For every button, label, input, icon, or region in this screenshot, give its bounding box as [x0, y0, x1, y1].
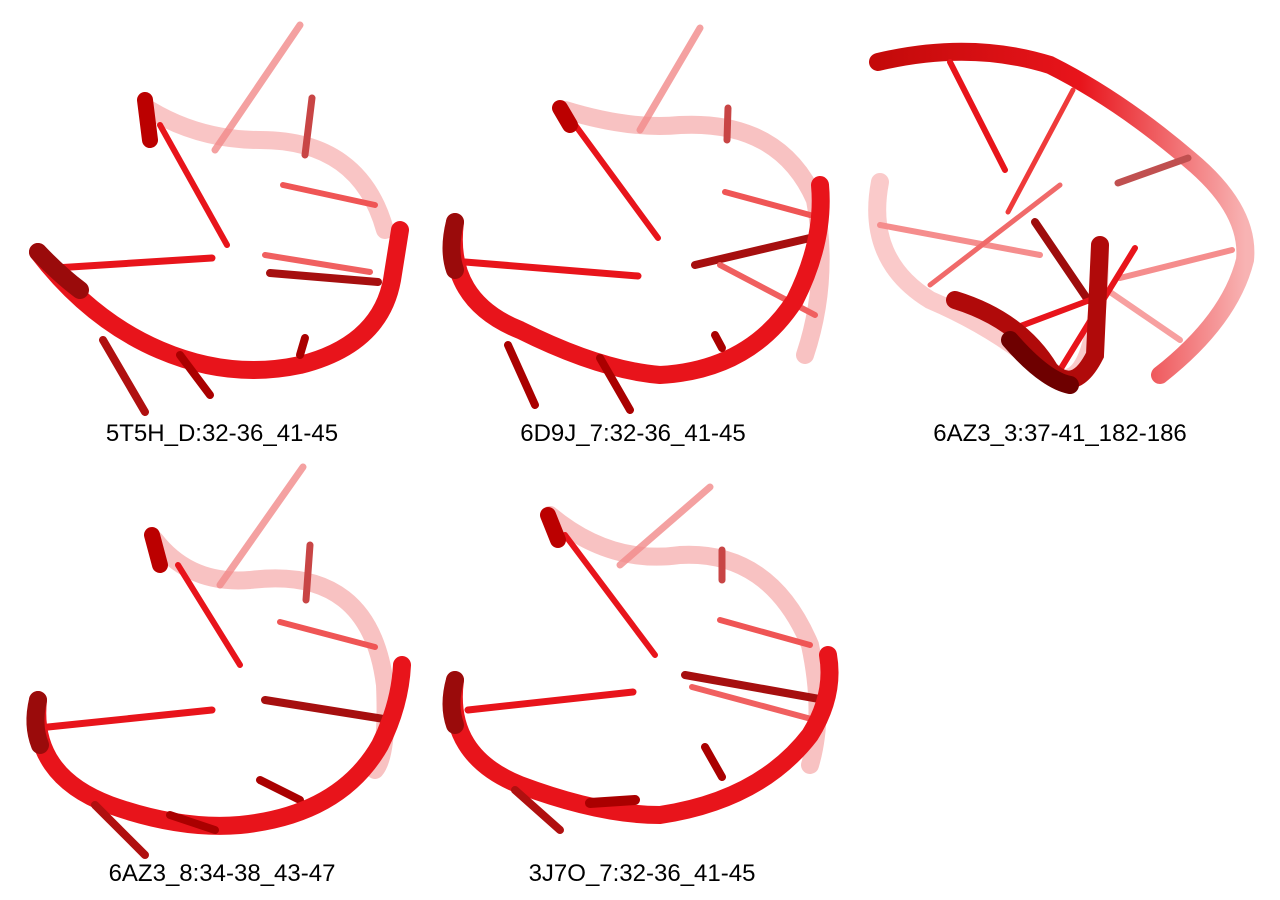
rna-structure-render — [442, 24, 830, 414]
structure-panel-3: 6AZ3_3:37-41_182-186 — [860, 0, 1280, 450]
structure-caption: 6AZ3_8:34-38_43-47 — [108, 860, 336, 887]
structure-caption: 5T5H_D:32-36_41-45 — [105, 420, 339, 447]
rna-structure-render — [868, 42, 1255, 394]
rna-structure-render — [29, 21, 409, 416]
structure-caption: 6AZ3_3:37-41_182-186 — [933, 420, 1187, 447]
structure-panel-4: 6AZ3_8:34-38_43-47 — [0, 455, 430, 900]
structure-caption: 3J7O_7:32-36_41-45 — [528, 860, 756, 887]
structure-panel-5: 3J7O_7:32-36_41-45 — [430, 455, 860, 900]
rna-structure-render — [26, 463, 411, 859]
structure-caption: 6D9J_7:32-36_41-45 — [520, 420, 746, 447]
structure-panel-1: 5T5H_D:32-36_41-45 — [0, 0, 430, 450]
structure-panel-2: 6D9J_7:32-36_41-45 — [430, 0, 860, 450]
rna-structure-render — [442, 483, 839, 834]
